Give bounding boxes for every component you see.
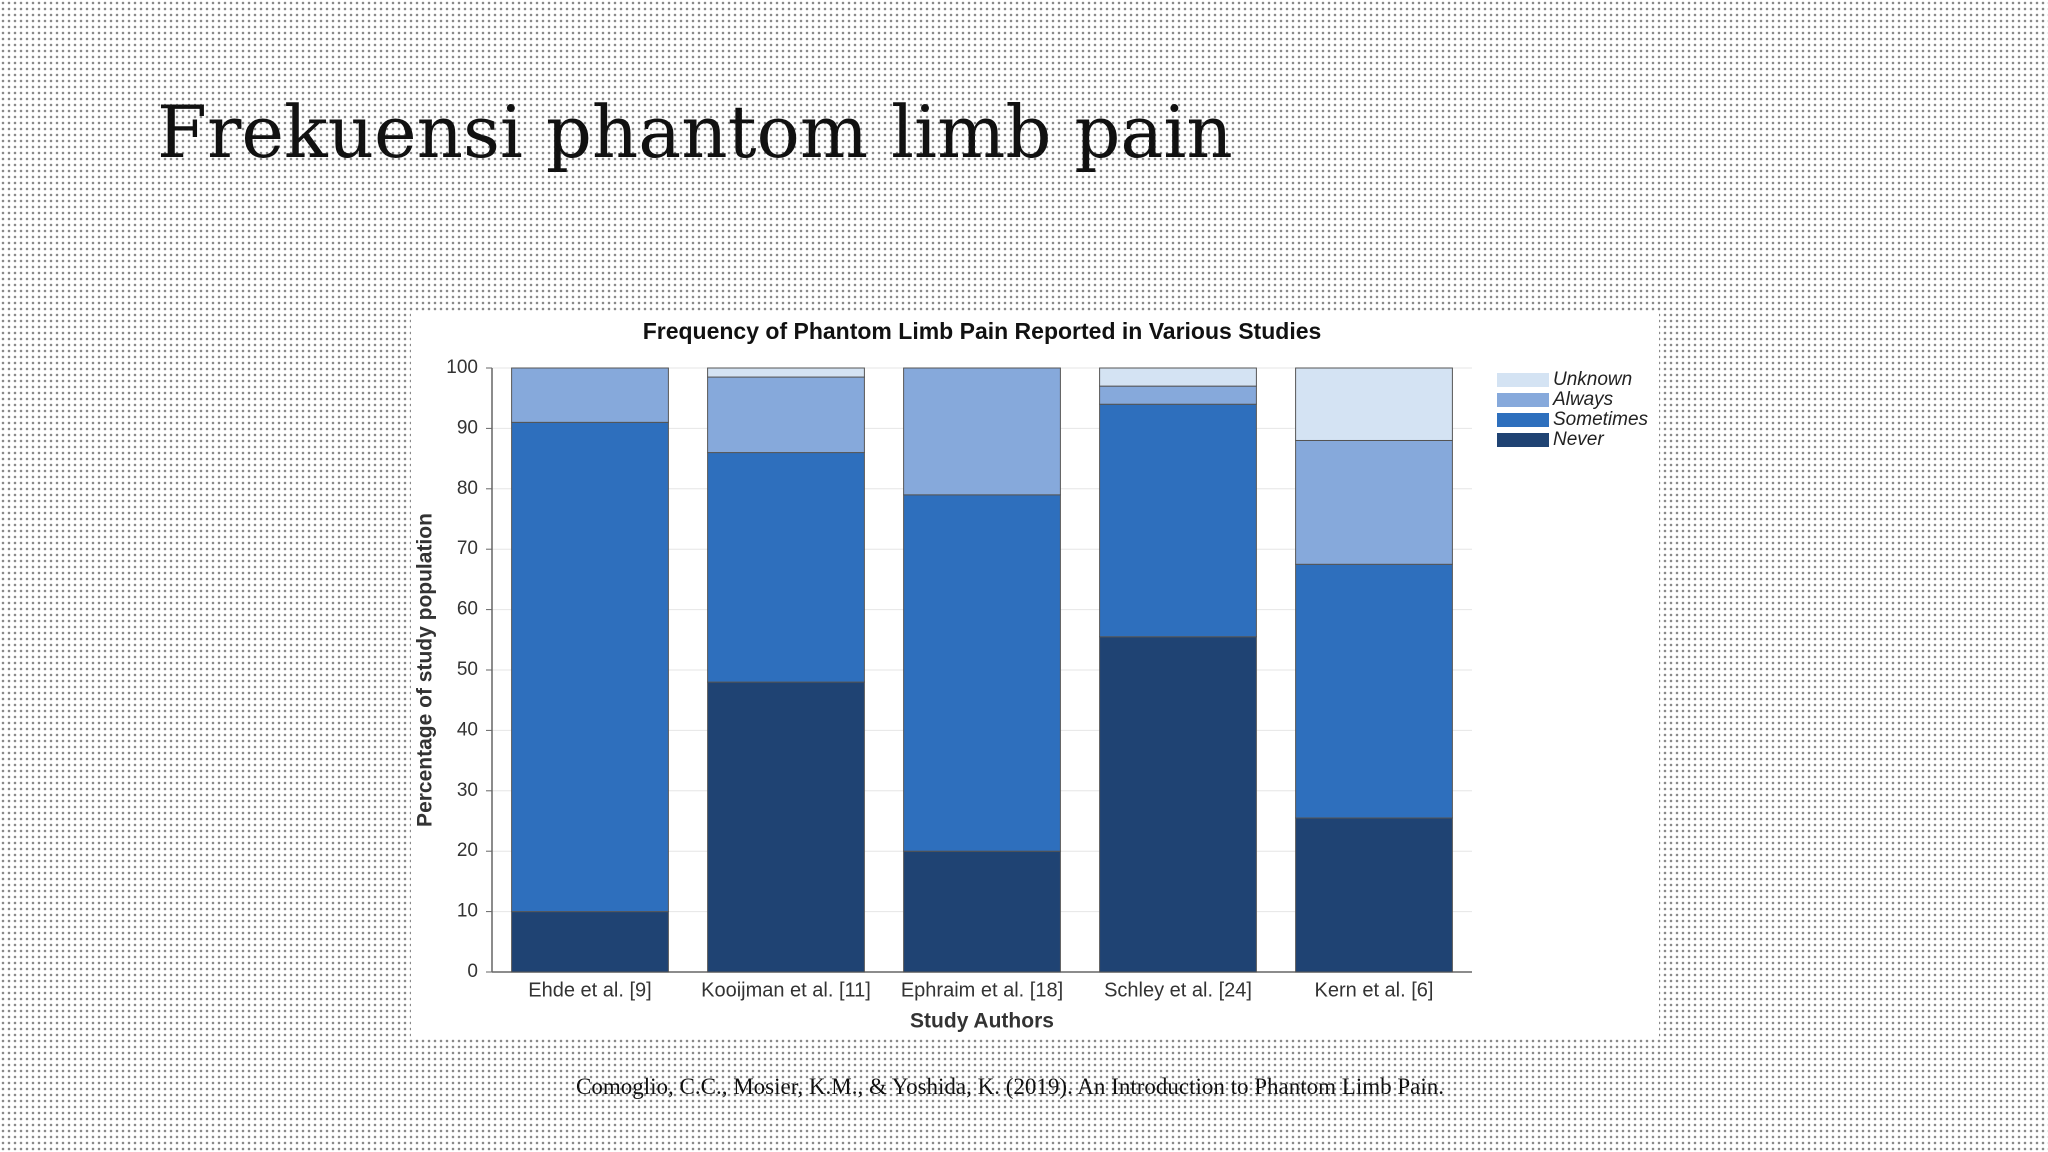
y-tick-label: 50 (457, 659, 478, 680)
y-tick-label: 30 (457, 780, 478, 801)
y-tick-label: 10 (457, 901, 478, 922)
x-tick-label: Kern et al. [6] (1315, 979, 1434, 1001)
bar-segment (1099, 385, 1257, 405)
bar-segment (1295, 439, 1453, 565)
bar-segment (903, 850, 1061, 973)
x-tick-label: Kooijman et al. [11] (701, 979, 871, 1001)
bar-segment (903, 367, 1061, 496)
y-tick-label: 80 (457, 478, 478, 499)
bar-segment (1099, 636, 1257, 973)
bar-segment (707, 376, 865, 454)
bar-segment (707, 681, 865, 973)
y-tick-label: 20 (457, 840, 478, 861)
y-tick-label: 0 (467, 961, 478, 982)
bar-segment (511, 911, 669, 973)
x-tick-label: Ephraim et al. [18] (901, 979, 1063, 1001)
x-tick-label: Ehde et al. [9] (528, 979, 651, 1001)
bar-segment (1099, 403, 1257, 638)
legend-swatch (1497, 433, 1549, 447)
legend-label: Sometimes (1553, 409, 1649, 430)
legend-label: Always (1552, 389, 1614, 410)
bar-segment (707, 367, 865, 378)
legend-swatch (1497, 413, 1549, 427)
x-axis-label: Study Authors (910, 1010, 1054, 1033)
bar-segment (1099, 367, 1257, 387)
bar-segment (511, 367, 669, 423)
legend-swatch (1497, 373, 1549, 387)
y-tick-label: 70 (457, 538, 478, 559)
y-tick-label: 60 (457, 599, 478, 620)
slide-title: Frekuensi phantom limb pain (157, 90, 1233, 174)
bar-segment (1295, 367, 1453, 441)
bar-segment (903, 494, 1061, 852)
bar-segment (511, 421, 669, 913)
legend-label: Never (1553, 429, 1604, 450)
bar-segment (707, 452, 865, 683)
legend-swatch (1497, 393, 1549, 407)
bar-segment (1295, 817, 1453, 973)
y-tick-label: 90 (457, 417, 478, 438)
y-axis-label: Percentage of study population (414, 513, 437, 827)
legend-label: Unknown (1553, 369, 1632, 390)
x-tick-label: Schley et al. [24] (1104, 979, 1252, 1001)
y-tick-label: 100 (446, 357, 478, 378)
citation: Comoglio, C.C., Mosier, K.M., & Yoshida,… (576, 1074, 1444, 1099)
chart-title: Frequency of Phantom Limb Pain Reported … (643, 318, 1322, 344)
y-tick-label: 40 (457, 719, 478, 740)
bar-segment (1295, 563, 1453, 819)
